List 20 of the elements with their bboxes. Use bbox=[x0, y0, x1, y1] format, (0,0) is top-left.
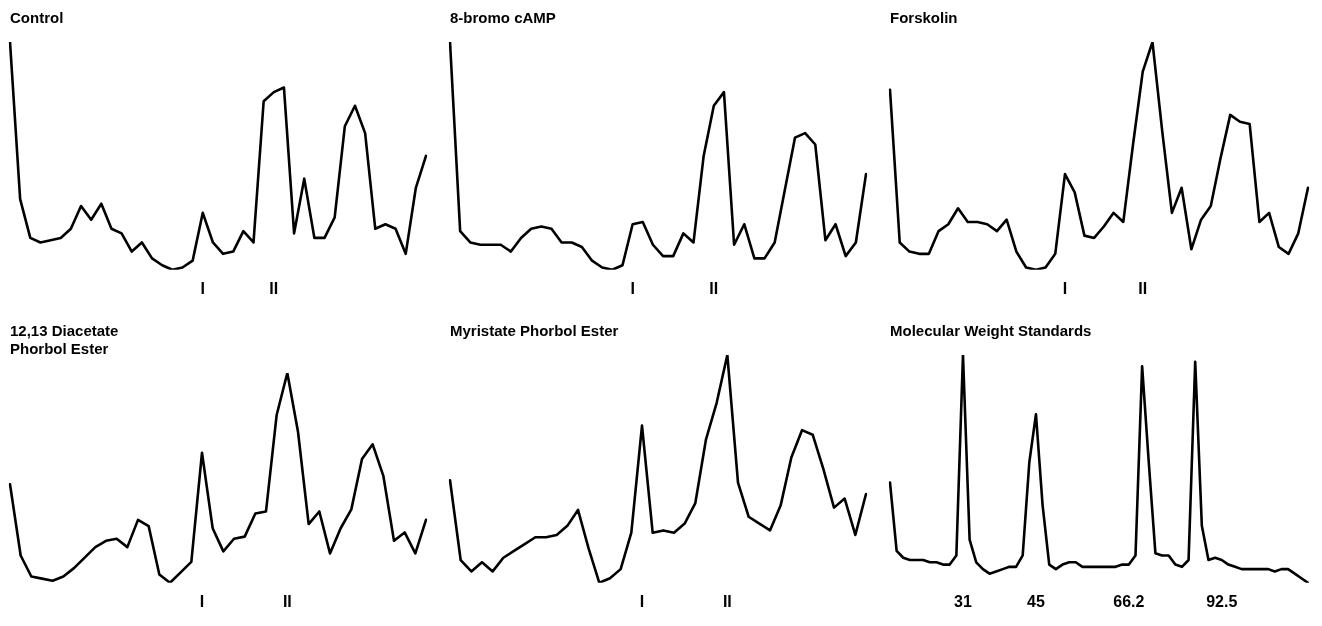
x-tick-label: I bbox=[1062, 279, 1068, 297]
chart-title: 8-bromo cAMP bbox=[450, 9, 556, 27]
chart-title: 12,13 Diacetate Phorbol Ester bbox=[10, 322, 119, 358]
x-tick-label: I bbox=[630, 279, 635, 297]
x-tick-label: I bbox=[199, 592, 205, 610]
x-tick-label: II bbox=[722, 592, 732, 610]
x-tick-label: I bbox=[200, 279, 206, 297]
chart-title: Forskolin bbox=[890, 9, 958, 27]
chart-title: Molecular Weight Standards bbox=[890, 322, 1092, 340]
x-tick-label: 92.5 bbox=[1206, 592, 1238, 610]
chart-title: Control bbox=[10, 9, 64, 27]
x-tick-label: 45 bbox=[1027, 592, 1045, 610]
chart-title: Myristate Phorbol Ester bbox=[450, 322, 619, 340]
x-tick-label: I bbox=[639, 592, 645, 610]
x-tick-label: II bbox=[709, 279, 719, 297]
x-tick-label: II bbox=[282, 592, 292, 610]
x-tick-label: II bbox=[269, 279, 279, 297]
x-tick-label: 31 bbox=[954, 592, 972, 610]
x-tick-label: II bbox=[1138, 279, 1148, 297]
x-tick-label: 66.2 bbox=[1113, 592, 1145, 610]
